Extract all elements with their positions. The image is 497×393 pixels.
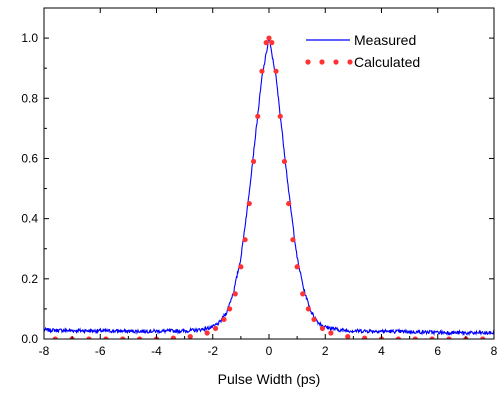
- calculated-point: [263, 40, 269, 46]
- calculated-point: [227, 306, 233, 312]
- x-tick-label: -2: [207, 344, 218, 358]
- calculated-point: [221, 316, 227, 323]
- calculated-point: [429, 336, 435, 339]
- calculated-point: [242, 237, 248, 243]
- y-tick-label: 0.4: [21, 212, 38, 226]
- calculated-point: [269, 40, 275, 46]
- y-tick-label: 0.6: [21, 151, 38, 165]
- y-tick-label: 1.0: [21, 31, 38, 45]
- x-tick-label: 4: [378, 344, 385, 358]
- series-calculated: [52, 35, 486, 339]
- calculated-point: [273, 68, 279, 74]
- calculated-point: [103, 336, 109, 339]
- x-tick-label: 0: [266, 344, 273, 358]
- axes: -8 -6 -4 -2 0 2 4 6 8 0.0 0.2 0.4 0.6 0.8 1.0: [21, 7, 497, 358]
- calculated-point: [204, 330, 210, 336]
- calculated-point: [212, 325, 219, 332]
- calculated-point: [52, 336, 58, 339]
- calculated-point: [187, 333, 193, 339]
- calculated-point: [446, 336, 452, 339]
- calculated-point: [246, 200, 252, 207]
- series-measured: [44, 36, 494, 337]
- calculated-point: [345, 333, 351, 339]
- x-tick-label: 8: [491, 344, 497, 358]
- calculated-point: [290, 237, 296, 243]
- calculated-point: [170, 335, 176, 339]
- calculated-point: [255, 113, 261, 119]
- legend-swatch-calculated: [333, 59, 339, 65]
- x-tick-label: -8: [39, 344, 50, 358]
- y-tick-label: 0.2: [21, 272, 38, 286]
- calculated-point: [266, 35, 272, 41]
- legend-swatch-calculated: [347, 59, 353, 65]
- x-tick-label: -6: [95, 344, 106, 358]
- calculated-point: [300, 291, 306, 297]
- calculated-point: [281, 158, 288, 165]
- plot-frame: [43, 7, 495, 340]
- x-tick-label: 2: [322, 344, 329, 358]
- data-layer: [44, 35, 494, 339]
- calculated-point: [412, 336, 418, 339]
- x-tick-label: -4: [151, 344, 162, 358]
- x-tick-label: 6: [434, 344, 441, 358]
- x-axis-title: Pulse Width (ps): [218, 371, 321, 387]
- legend-label: Calculated: [354, 54, 420, 70]
- calculated-point: [319, 325, 326, 332]
- calculated-point: [259, 68, 265, 74]
- calculated-point: [305, 306, 311, 312]
- calculated-point: [277, 113, 283, 119]
- calculated-point: [86, 336, 92, 339]
- calculated-point: [238, 264, 244, 270]
- calculated-point: [362, 335, 368, 339]
- measured-line: [44, 36, 494, 337]
- y-tick-label: 0.0: [21, 332, 38, 346]
- calculated-point: [480, 336, 486, 339]
- calculated-point: [395, 336, 401, 339]
- legend-swatch-calculated: [305, 59, 311, 65]
- legend: Measured Calculated: [305, 32, 420, 70]
- calculated-point: [120, 336, 126, 339]
- legend-label: Measured: [354, 32, 416, 48]
- calculated-point: [137, 336, 143, 339]
- y-tick-label: 0.8: [21, 91, 38, 105]
- calculated-point: [286, 200, 292, 207]
- calculated-point: [328, 330, 334, 336]
- calculated-point: [250, 158, 257, 165]
- legend-swatch-calculated: [319, 59, 325, 65]
- calculated-point: [232, 291, 238, 297]
- calculated-point: [311, 316, 317, 323]
- calculated-point: [294, 264, 300, 270]
